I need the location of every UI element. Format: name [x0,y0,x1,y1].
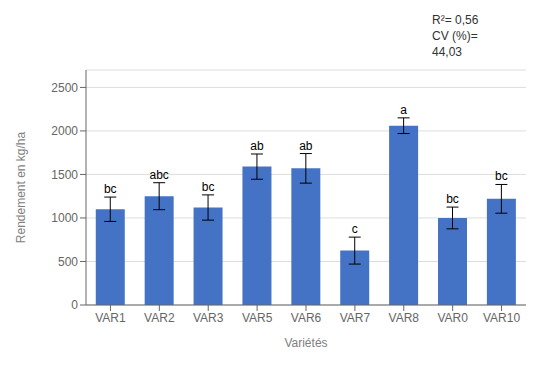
html-text:44,03: 44,03 [432,45,462,59]
html-text:R²= 0,56: R²= 0,56 [432,13,479,27]
html-text:CV (%)=: CV (%)= [432,29,478,43]
svg-text:2500: 2500 [51,81,78,95]
svg-text:1000: 1000 [51,211,78,225]
svg-text:VAR1: VAR1 [95,311,126,325]
svg-text:bc: bc [202,180,215,194]
svg-text:bc: bc [446,192,459,206]
svg-text:2000: 2000 [51,124,78,138]
svg-text:VAR2: VAR2 [144,311,175,325]
svg-text:VAR5: VAR5 [242,311,273,325]
svg-text:Rendement en kg/ha: Rendement en kg/ha [14,131,28,243]
svg-text:1500: 1500 [51,168,78,182]
svg-text:a: a [400,103,407,117]
svg-text:VAR7: VAR7 [340,311,371,325]
svg-text:c: c [352,222,358,236]
svg-text:ab: ab [299,139,313,153]
svg-text:Variétés: Variétés [284,336,327,350]
svg-text:0: 0 [71,298,78,312]
svg-text:VAR8: VAR8 [389,311,420,325]
svg-text:VAR3: VAR3 [193,311,224,325]
svg-text:bc: bc [495,169,508,183]
svg-text:VAR0: VAR0 [437,311,468,325]
svg-text:abc: abc [149,168,168,182]
svg-text:bc: bc [104,182,117,196]
svg-text:VAR10: VAR10 [483,311,520,325]
svg-text:500: 500 [58,255,78,269]
svg-text:ab: ab [250,139,264,153]
svg-text:VAR6: VAR6 [291,311,322,325]
